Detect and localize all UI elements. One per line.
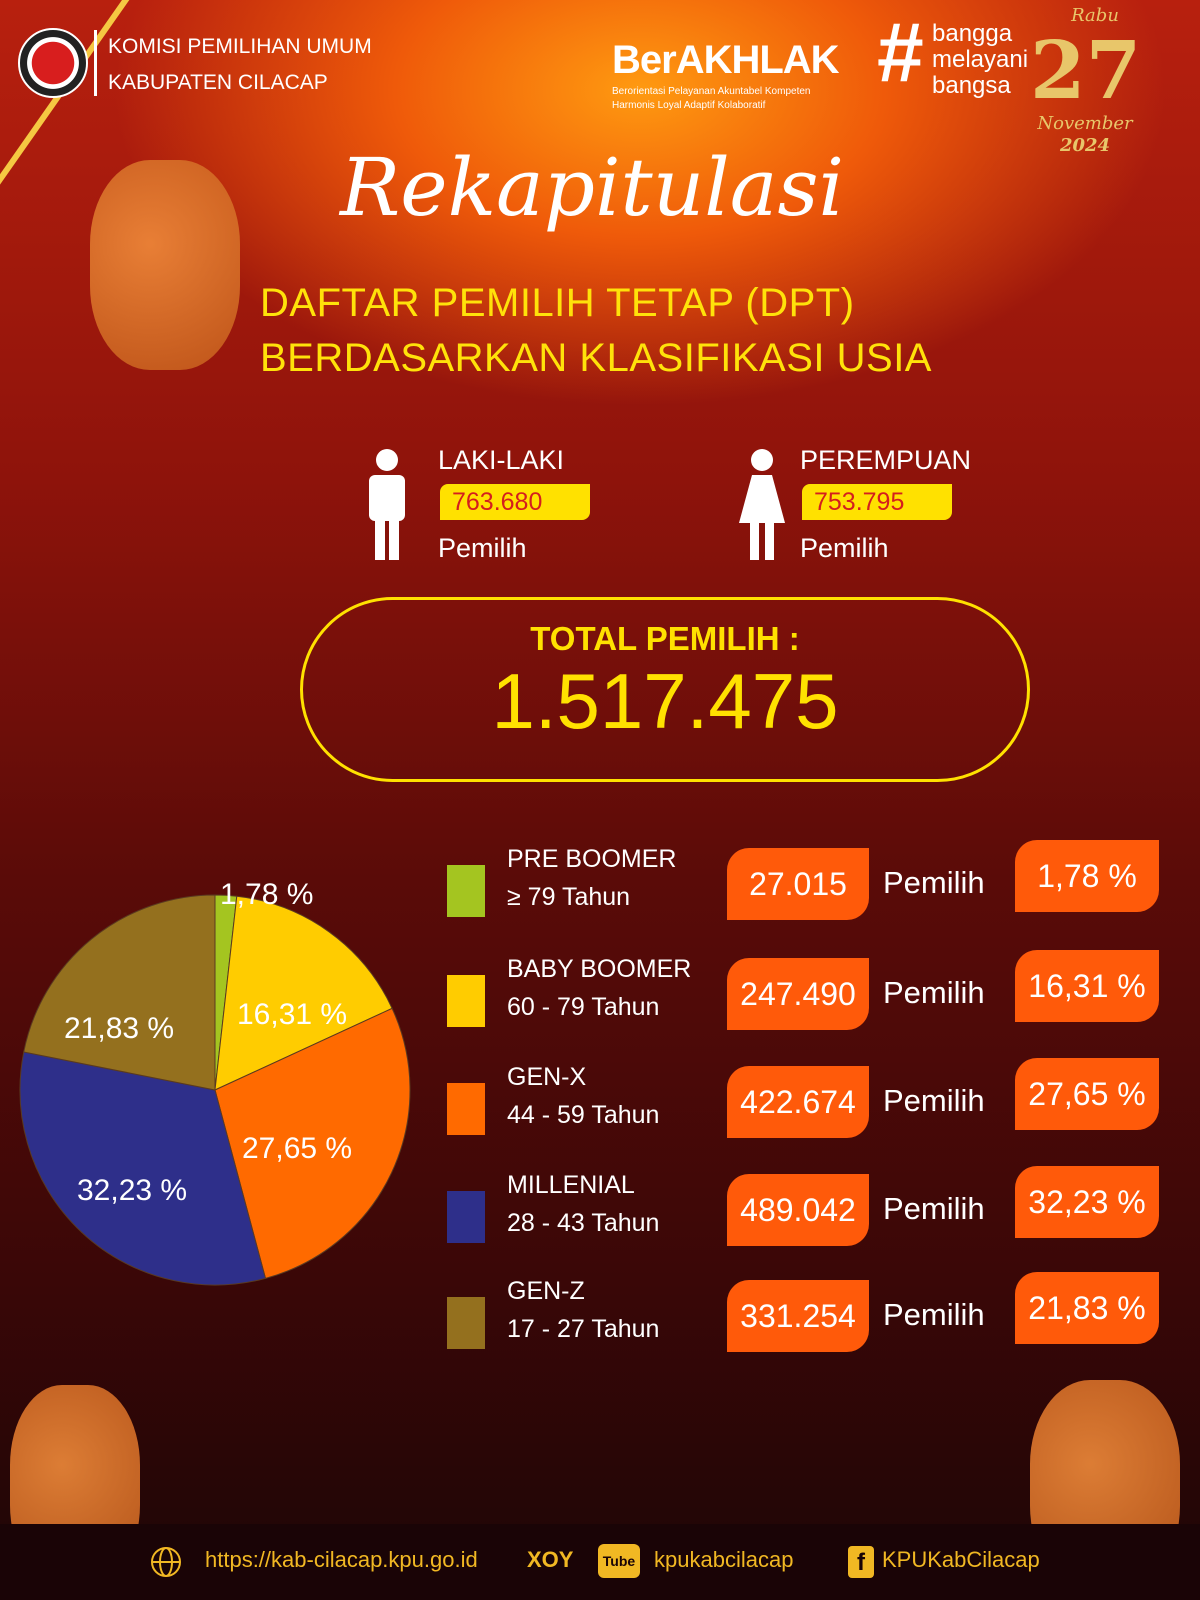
org-name-line2: KABUPATEN CILACAP — [108, 71, 328, 94]
facebook-icon: f — [848, 1546, 874, 1578]
berakhlak-logo: BerAKHLAK — [612, 38, 840, 82]
berakhlak-tagline-1: Berorientasi Pelayanan Akuntabel Kompete… — [612, 86, 811, 97]
category-name-millenial: MILLENIAL — [507, 1171, 635, 1199]
category-name-pre-boomer: PRE BOOMER — [507, 845, 677, 873]
date-day-name: Rabu — [1071, 5, 1119, 26]
date-day: 27 — [1030, 23, 1142, 117]
pie-slice-gen-z — [23, 894, 216, 1091]
legend-swatch-baby-boomer — [447, 975, 485, 1027]
count-unit-millenial: Pemilih — [883, 1191, 985, 1226]
female-count: 753.795 — [802, 484, 952, 520]
pie-slice-baby-boomer — [214, 895, 393, 1091]
title-line-1: DAFTAR PEMILIH TETAP (DPT) — [260, 281, 855, 325]
category-range-gen-z: 17 - 27 Tahun — [507, 1315, 660, 1343]
youtube-handle[interactable]: kpukabcilacap — [654, 1547, 794, 1572]
male-count: 763.680 — [440, 484, 590, 520]
legend-swatch-pre-boomer — [447, 865, 485, 917]
male-unit: Pemilih — [438, 533, 527, 563]
category-range-pre-boomer: ≥ 79 Tahun — [507, 883, 631, 911]
total-value: 1.517.475 — [491, 657, 839, 745]
percent-millenial: 32,23 % — [1015, 1166, 1159, 1238]
age-pie-chart — [19, 894, 411, 1286]
count-unit-gen-x: Pemilih — [883, 1083, 985, 1118]
count-unit-pre-boomer: Pemilih — [883, 865, 985, 900]
berakhlak-tagline-2: Harmonis Loyal Adaptif Kolaboratif — [612, 100, 766, 111]
globe-icon — [151, 1547, 181, 1577]
legend-swatch-millenial — [447, 1191, 485, 1243]
male-icon — [369, 449, 405, 560]
category-name-gen-x: GEN-X — [507, 1063, 587, 1091]
legend-swatch-gen-x — [447, 1083, 485, 1135]
pie-slice-millenial — [19, 1051, 267, 1286]
percent-pre-boomer: 1,78 % — [1015, 840, 1159, 912]
footer: https://kab-cilacap.kpu.go.id XOY Tube k… — [0, 1524, 1200, 1600]
mascot-illustration — [90, 160, 240, 370]
category-range-millenial: 28 - 43 Tahun — [507, 1209, 660, 1237]
legend-swatch-gen-z — [447, 1297, 485, 1349]
date-month: November — [1037, 113, 1133, 134]
hashtag-word-2: melayani — [932, 46, 1029, 73]
org-name-line1: KOMISI PEMILIHAN UMUM — [108, 35, 372, 58]
female-icon — [739, 449, 785, 560]
pie-slice-gen-x — [214, 1007, 411, 1279]
category-range-gen-x: 44 - 59 Tahun — [507, 1101, 660, 1129]
facebook-handle[interactable]: KPUKabCilacap — [882, 1547, 1040, 1572]
pie-label-baby-boomer: 16,31 % — [237, 998, 348, 1031]
count-pre-boomer: 27.015 — [727, 848, 869, 920]
youtube-icon: Tube — [598, 1544, 640, 1578]
pie-label-millenial: 32,23 % — [77, 1174, 188, 1207]
percent-gen-x: 27,65 % — [1015, 1058, 1159, 1130]
hashtag-word-1: bangga — [932, 20, 1013, 47]
count-unit-baby-boomer: Pemilih — [883, 975, 985, 1010]
count-baby-boomer: 247.490 — [727, 958, 869, 1030]
divider — [94, 30, 97, 96]
total-voters-panel: TOTAL PEMILIH : 1.517.475 — [300, 597, 1030, 782]
count-millenial: 489.042 — [727, 1174, 869, 1246]
count-gen-z: 331.254 — [727, 1280, 869, 1352]
hashtag-word-3: bangsa — [932, 72, 1011, 99]
count-unit-gen-z: Pemilih — [883, 1297, 985, 1332]
website-link[interactable]: https://kab-cilacap.kpu.go.id — [205, 1547, 478, 1572]
percent-baby-boomer: 16,31 % — [1015, 950, 1159, 1022]
category-range-baby-boomer: 60 - 79 Tahun — [507, 993, 660, 1021]
male-label: LAKI-LAKI — [438, 445, 565, 475]
pie-label-pre-boomer: 1,78 % — [220, 878, 314, 911]
hashtag-icon: # — [877, 5, 924, 99]
category-name-gen-z: GEN-Z — [507, 1277, 585, 1305]
percent-gen-z: 21,83 % — [1015, 1272, 1159, 1344]
total-label: TOTAL PEMILIH : — [530, 620, 800, 657]
female-unit: Pemilih — [800, 533, 889, 563]
social-icons: XOY — [527, 1547, 574, 1572]
pie-label-gen-x: 27,65 % — [242, 1132, 353, 1165]
count-gen-x: 422.674 — [727, 1066, 869, 1138]
date-year: 2024 — [1059, 135, 1111, 156]
kpu-logo — [18, 28, 88, 98]
female-label: PEREMPUAN — [800, 445, 972, 475]
title-line-2: BERDASARKAN KLASIFIKASI USIA — [260, 336, 932, 380]
category-name-baby-boomer: BABY BOOMER — [507, 955, 692, 983]
pie-label-gen-z: 21,83 % — [64, 1012, 175, 1045]
script-title: Rekapitulasi — [340, 141, 845, 234]
